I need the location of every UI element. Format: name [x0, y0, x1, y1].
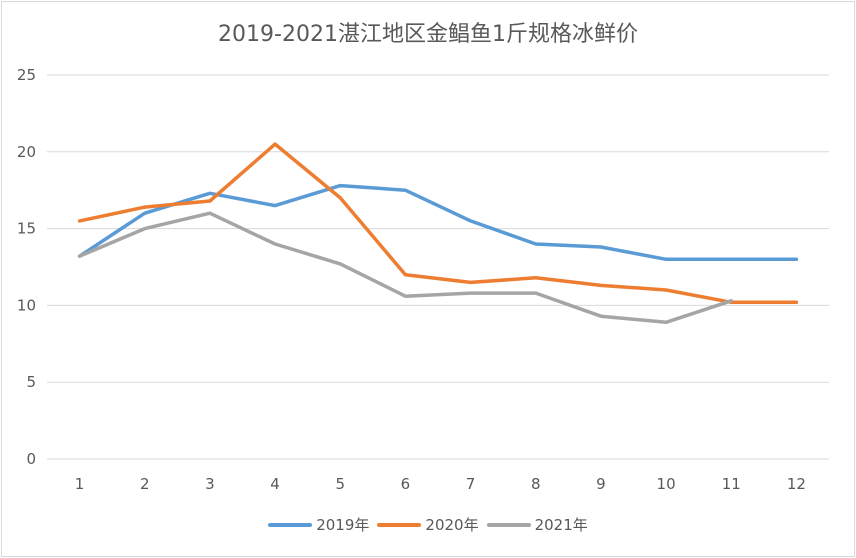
series-line-2019年 [77, 183, 799, 262]
legend-item: 2020年 [377, 514, 479, 535]
x-tick-label: 10 [657, 475, 676, 493]
legend-label: 2021年 [534, 516, 588, 534]
legend-swatch [268, 522, 313, 527]
y-tick-label: 20 [17, 143, 36, 161]
legend-swatch [486, 522, 531, 527]
x-tick-label: 8 [531, 475, 541, 493]
legend-label: 2020年 [425, 516, 479, 534]
x-tick-label: 7 [466, 475, 476, 493]
x-tick-label: 4 [270, 475, 280, 493]
x-tick-label: 9 [596, 475, 606, 493]
series-lines [77, 142, 799, 325]
legend: 2019年 2020年 2021年 [0, 514, 856, 535]
y-tick-label: 0 [26, 450, 36, 468]
series-line-2020年 [77, 142, 799, 305]
x-tick-label: 12 [787, 475, 806, 493]
series-line-2021年 [77, 211, 734, 325]
legend-item: 2021年 [486, 514, 588, 535]
y-tick-label: 5 [26, 373, 36, 391]
x-axis-ticks: 1 2 3 4 5 6 7 8 9 10 11 12 [75, 475, 806, 493]
x-tick-label: 2 [140, 475, 150, 493]
legend-item: 2019年 [268, 514, 369, 535]
legend-swatch [377, 522, 422, 527]
legend-label: 2019年 [316, 516, 370, 534]
y-tick-label: 25 [17, 66, 36, 84]
chart-title: 2019-2021湛江地区金鲳鱼1斤规格冰鲜价 [218, 22, 638, 47]
x-tick-label: 3 [205, 475, 215, 493]
y-tick-label: 15 [17, 220, 36, 238]
x-tick-label: 1 [75, 475, 85, 493]
y-tick-label: 10 [17, 296, 36, 314]
x-tick-label: 5 [335, 475, 345, 493]
x-tick-label: 11 [722, 475, 741, 493]
gridlines [47, 74, 829, 460]
x-tick-label: 6 [401, 475, 411, 493]
y-axis-ticks: 0 5 10 15 20 25 [17, 66, 36, 468]
